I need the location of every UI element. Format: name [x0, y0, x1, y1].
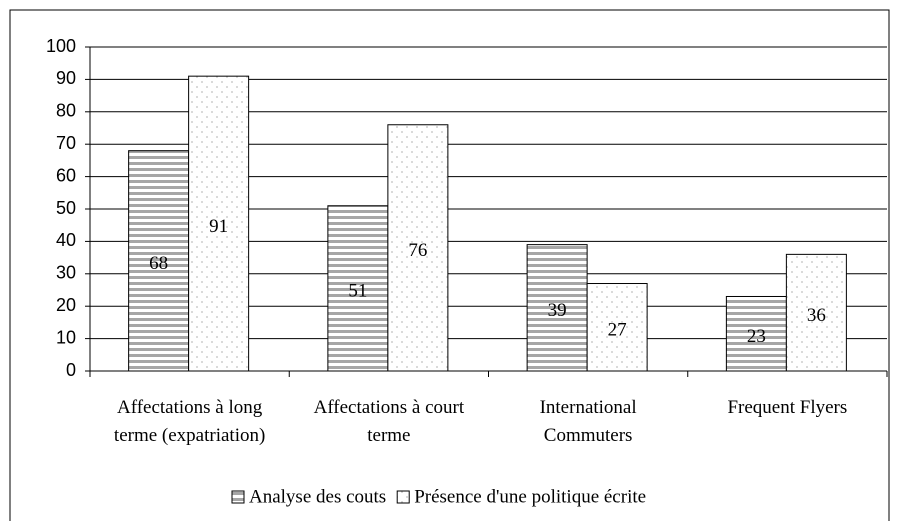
x-tick-label: Affectations à court terme — [314, 397, 465, 446]
data-label: 27 — [608, 320, 627, 341]
data-label: 23 — [747, 326, 766, 347]
y-tick-label: 50 — [56, 198, 76, 218]
y-tick-label: 0 — [66, 360, 76, 380]
y-tick-label: 10 — [56, 327, 76, 347]
y-tick-label: 60 — [56, 165, 76, 185]
legend-swatch — [231, 490, 245, 504]
y-tick-label: 30 — [56, 263, 76, 283]
bar — [387, 124, 449, 372]
legend: Analyse des couts Présence d'une politiqu… — [231, 486, 646, 507]
y-tick-label: 100 — [46, 36, 76, 56]
x-tick-label-line: Affectations à long — [117, 397, 263, 418]
chart-frame — [9, 9, 890, 521]
x-tick-label: Affectations à long terme (expatriation) — [114, 397, 265, 446]
data-label: 39 — [548, 300, 567, 321]
bar — [327, 205, 389, 372]
y-tick-label: 20 — [56, 295, 76, 315]
y-tick-label: 80 — [56, 101, 76, 121]
bar — [188, 75, 250, 372]
y-tick-label: 70 — [56, 133, 76, 153]
bar — [785, 253, 847, 372]
x-tick-label-line: Commuters — [544, 425, 633, 446]
x-tick-label-line: International — [540, 397, 637, 418]
bar — [725, 295, 787, 372]
y-tick-label: 40 — [56, 230, 76, 250]
bar — [128, 150, 190, 372]
legend-label: Analyse des couts — [249, 486, 386, 507]
y-tick-label: 90 — [56, 68, 76, 88]
x-tick-label: Frequent Flyers — [727, 397, 847, 418]
data-label: 36 — [807, 305, 826, 326]
data-label: 51 — [348, 281, 367, 302]
bar — [526, 244, 588, 372]
x-tick-label-line: terme — [367, 425, 410, 446]
x-tick-label-line: Affectations à court — [314, 397, 465, 418]
legend-label: Présence d'une politique écrite — [414, 486, 646, 507]
bar — [586, 283, 648, 372]
x-tick-label-line: Frequent Flyers — [727, 397, 847, 418]
legend-swatch — [396, 490, 410, 504]
data-label: 68 — [149, 253, 168, 274]
data-label: 91 — [209, 216, 228, 237]
x-tick-label: International Commuters — [540, 397, 637, 446]
x-tick-label-line: terme (expatriation) — [114, 425, 265, 446]
data-label: 76 — [408, 240, 427, 261]
